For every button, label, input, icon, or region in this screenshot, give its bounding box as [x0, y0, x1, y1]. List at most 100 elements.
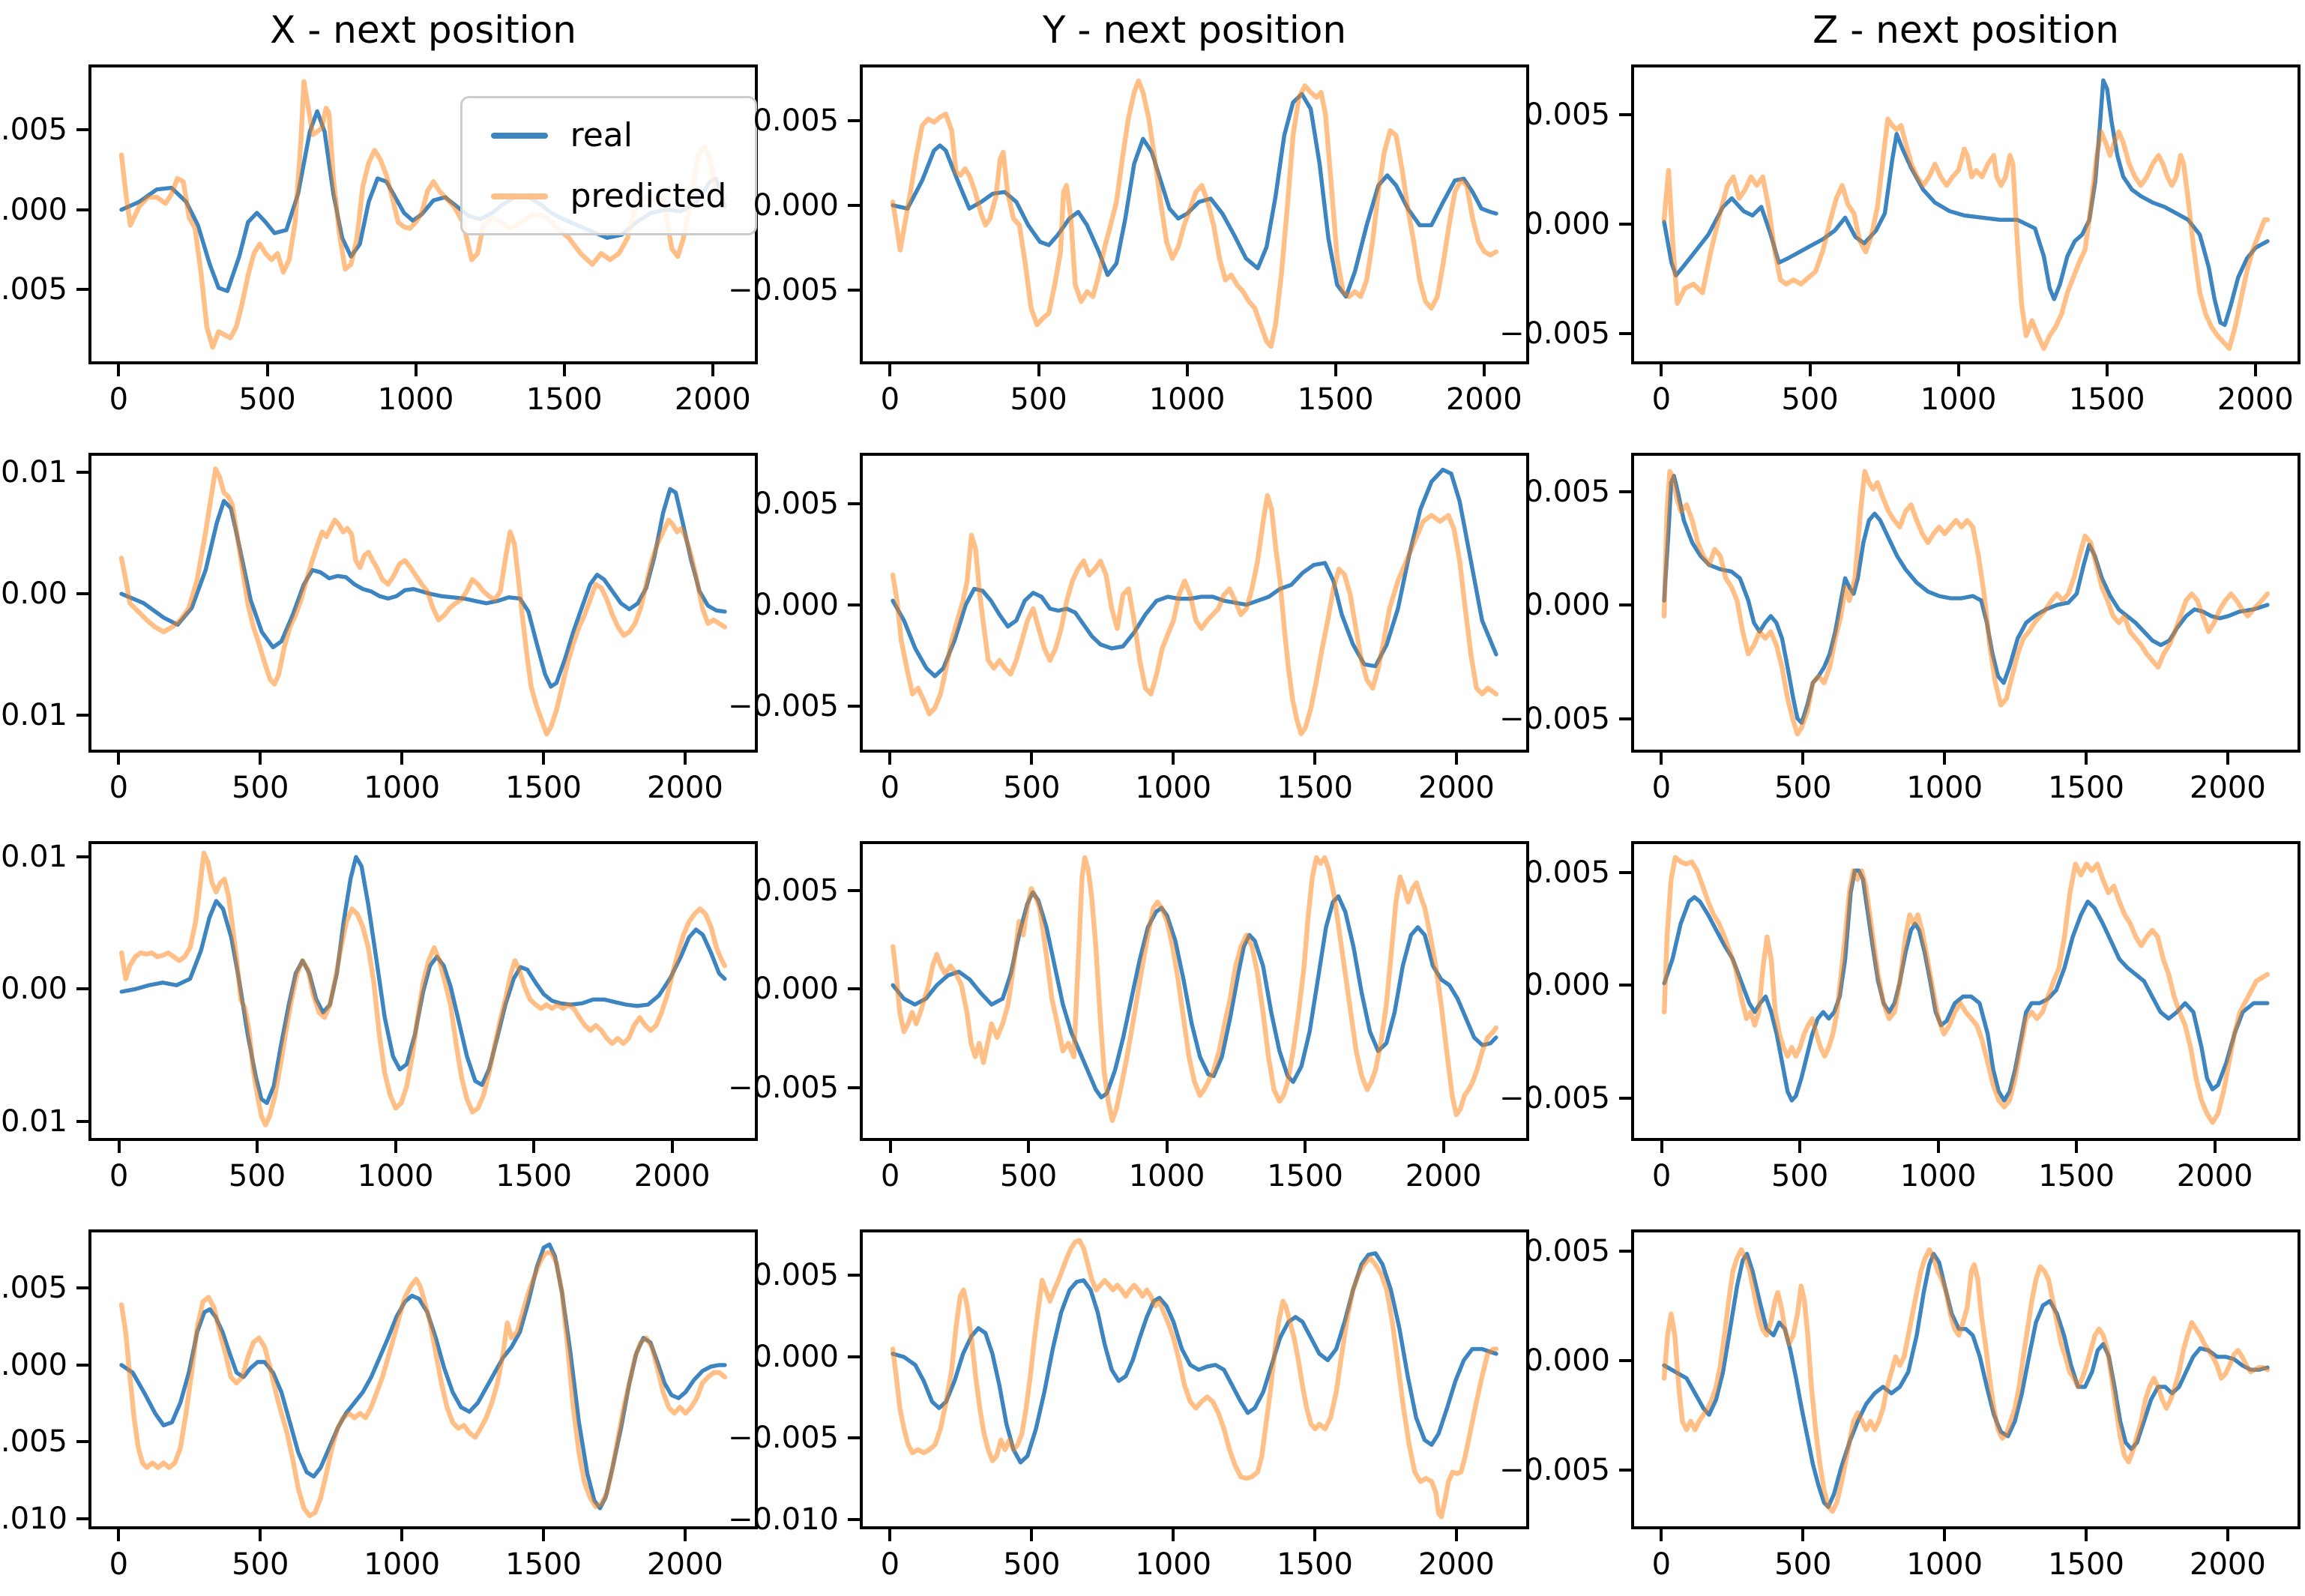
- y-tick-mark: [76, 470, 88, 474]
- y-tick-mark: [76, 1440, 88, 1444]
- y-tick-mark: [76, 288, 88, 291]
- y-tick-label: 0.000: [753, 187, 839, 223]
- plot-canvas: [890, 78, 1499, 349]
- x-tick-label: 500: [1003, 1547, 1061, 1582]
- series-line-real: [891, 91, 1498, 299]
- y-tick-mark: [76, 208, 88, 211]
- y-tick-mark: [848, 1436, 860, 1440]
- x-tick-mark: [1943, 1529, 1947, 1541]
- x-tick-label: 1000: [1128, 1159, 1205, 1193]
- y-tick-label: 0.005: [1524, 474, 1610, 509]
- x-tick-label: 0: [880, 382, 900, 417]
- x-tick-mark: [1801, 1529, 1805, 1541]
- y-tick-label: 0.005: [753, 103, 839, 138]
- x-tick-label: 1500: [2048, 771, 2124, 805]
- x-tick-label: 0: [1651, 771, 1672, 805]
- x-tick-label: 500: [1774, 771, 1832, 805]
- x-tick-mark: [562, 364, 566, 376]
- y-tick-label: 0.005: [753, 486, 839, 521]
- x-tick-label: 1000: [1135, 1547, 1212, 1582]
- x-tick-mark: [888, 364, 892, 376]
- x-tick-mark: [1801, 753, 1805, 765]
- y-tick-mark: [848, 987, 860, 991]
- x-tick-label: 2000: [647, 771, 723, 805]
- legend: real predicted: [460, 96, 758, 235]
- plot-canvas: [891, 855, 1498, 1123]
- y-tick-mark: [848, 1085, 860, 1089]
- x-tick-mark: [117, 364, 121, 376]
- x-tick-mark: [1441, 1141, 1445, 1153]
- x-tick-mark: [259, 1529, 262, 1541]
- y-tick-label: −0.005: [0, 1424, 67, 1460]
- plot-canvas: [119, 850, 727, 1127]
- plot-canvas: [890, 467, 1499, 737]
- x-tick-label: 500: [238, 382, 296, 417]
- y-tick-label: 0.000: [0, 1347, 67, 1382]
- x-tick-label: 2000: [1418, 1547, 1495, 1582]
- series-line-predicted: [118, 1249, 728, 1519]
- x-tick-mark: [1334, 364, 1337, 376]
- x-tick-label: 1500: [2048, 1547, 2124, 1582]
- x-tick-label: 1500: [525, 382, 603, 417]
- x-tick-mark: [265, 364, 269, 376]
- x-tick-label: 2000: [2190, 771, 2266, 805]
- plot-area-r4c2: [860, 1229, 1529, 1529]
- legend-entry: real: [490, 116, 727, 154]
- x-tick-label: 1000: [364, 771, 441, 805]
- x-tick-mark: [400, 753, 404, 765]
- y-tick-label: 0.005: [753, 1257, 839, 1292]
- y-tick-label: 0.000: [753, 587, 839, 622]
- x-tick-label: 1500: [1277, 1547, 1353, 1582]
- plot-area-r4c3: [1631, 1229, 2301, 1529]
- legend-label: predicted: [570, 177, 727, 215]
- y-tick-mark: [1619, 223, 1631, 226]
- y-tick-label: 0.005: [753, 873, 839, 908]
- x-tick-mark: [1454, 1529, 1458, 1541]
- x-tick-label: 500: [232, 1547, 289, 1582]
- x-tick-label: 0: [1651, 1159, 1672, 1193]
- y-tick-mark: [848, 1355, 860, 1358]
- x-tick-label: 1500: [505, 1547, 582, 1582]
- series-line-real: [1662, 474, 2270, 726]
- y-tick-mark: [1619, 332, 1631, 336]
- x-tick-mark: [2213, 1141, 2217, 1153]
- x-tick-mark: [1798, 1141, 1802, 1153]
- x-tick-mark: [117, 753, 121, 765]
- y-tick-mark: [1619, 1250, 1631, 1253]
- x-tick-mark: [1030, 1529, 1034, 1541]
- x-tick-mark: [1037, 364, 1040, 376]
- y-tick-mark: [76, 591, 88, 595]
- series-line-predicted: [1661, 116, 2271, 352]
- x-tick-label: 2000: [1405, 1159, 1482, 1193]
- x-tick-mark: [888, 753, 892, 765]
- y-tick-label: −0.005: [727, 688, 839, 723]
- x-tick-mark: [683, 753, 687, 765]
- y-tick-mark: [1619, 113, 1631, 117]
- x-tick-label: 1500: [505, 771, 582, 805]
- x-tick-mark: [117, 1529, 121, 1541]
- plot-canvas: [118, 79, 728, 350]
- legend-line-swatch-real: [490, 132, 548, 139]
- x-tick-label: 2000: [1445, 382, 1522, 417]
- x-tick-label: 500: [999, 1159, 1058, 1193]
- x-tick-label: 0: [880, 771, 900, 805]
- y-tick-label: −0.005: [0, 272, 67, 307]
- x-tick-mark: [542, 753, 546, 765]
- x-tick-label: 1000: [1899, 1159, 1977, 1193]
- plot-canvas: [1661, 78, 2271, 352]
- x-tick-mark: [1172, 1529, 1175, 1541]
- y-tick-mark: [848, 288, 860, 292]
- series-line-predicted: [118, 466, 728, 737]
- x-tick-mark: [1660, 1529, 1663, 1541]
- y-tick-label: 0.000: [1524, 1343, 1610, 1379]
- y-tick-label: −0.010: [0, 1501, 67, 1536]
- y-tick-label: −0.005: [1498, 1080, 1610, 1115]
- x-tick-mark: [117, 1141, 121, 1153]
- y-tick-mark: [1619, 490, 1631, 493]
- series-line-predicted: [891, 855, 1498, 1123]
- x-tick-mark: [1165, 1141, 1169, 1153]
- y-tick-mark: [1619, 871, 1631, 875]
- x-tick-label: 500: [228, 1159, 286, 1193]
- series-line-real: [891, 467, 1498, 678]
